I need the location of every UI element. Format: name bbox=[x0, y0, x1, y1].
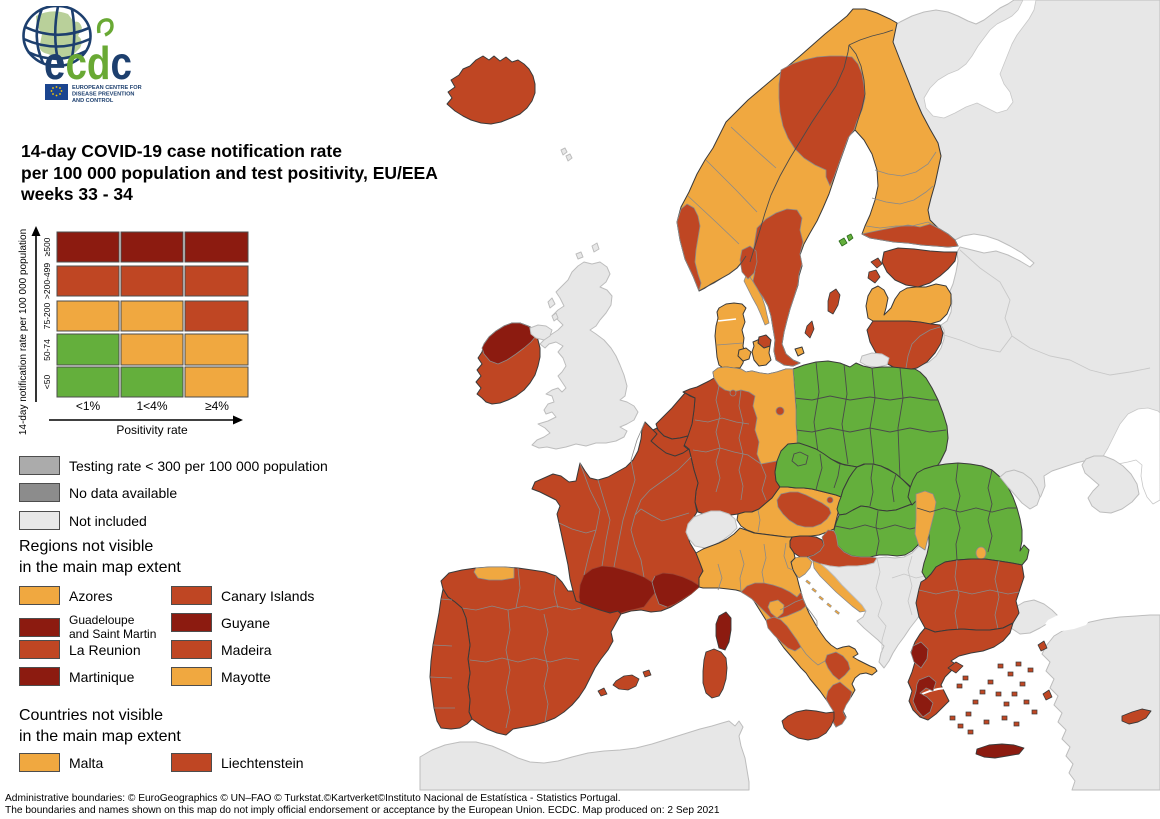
svg-text:<1%: <1% bbox=[76, 399, 101, 413]
svg-text:>200-499: >200-499 bbox=[42, 263, 52, 299]
svg-text:EUROPEAN CENTRE FOR: EUROPEAN CENTRE FOR bbox=[72, 85, 142, 91]
svg-text:1<4%: 1<4% bbox=[136, 399, 167, 413]
svg-text:≥500: ≥500 bbox=[42, 237, 52, 256]
svg-text:AND CONTROL: AND CONTROL bbox=[72, 98, 114, 104]
svg-text:DISEASE PREVENTION: DISEASE PREVENTION bbox=[72, 92, 134, 98]
svg-text:14-day notification rate per 1: 14-day notification rate per 100 000 pop… bbox=[18, 229, 29, 435]
svg-text:<50: <50 bbox=[42, 375, 52, 390]
svg-text:≥4%: ≥4% bbox=[205, 399, 229, 413]
svg-text:75-200: 75-200 bbox=[42, 302, 52, 329]
svg-text:Positivity rate: Positivity rate bbox=[116, 423, 188, 437]
svg-text:50-74: 50-74 bbox=[42, 339, 52, 361]
svg-text:ecdc: ecdc bbox=[44, 37, 132, 89]
